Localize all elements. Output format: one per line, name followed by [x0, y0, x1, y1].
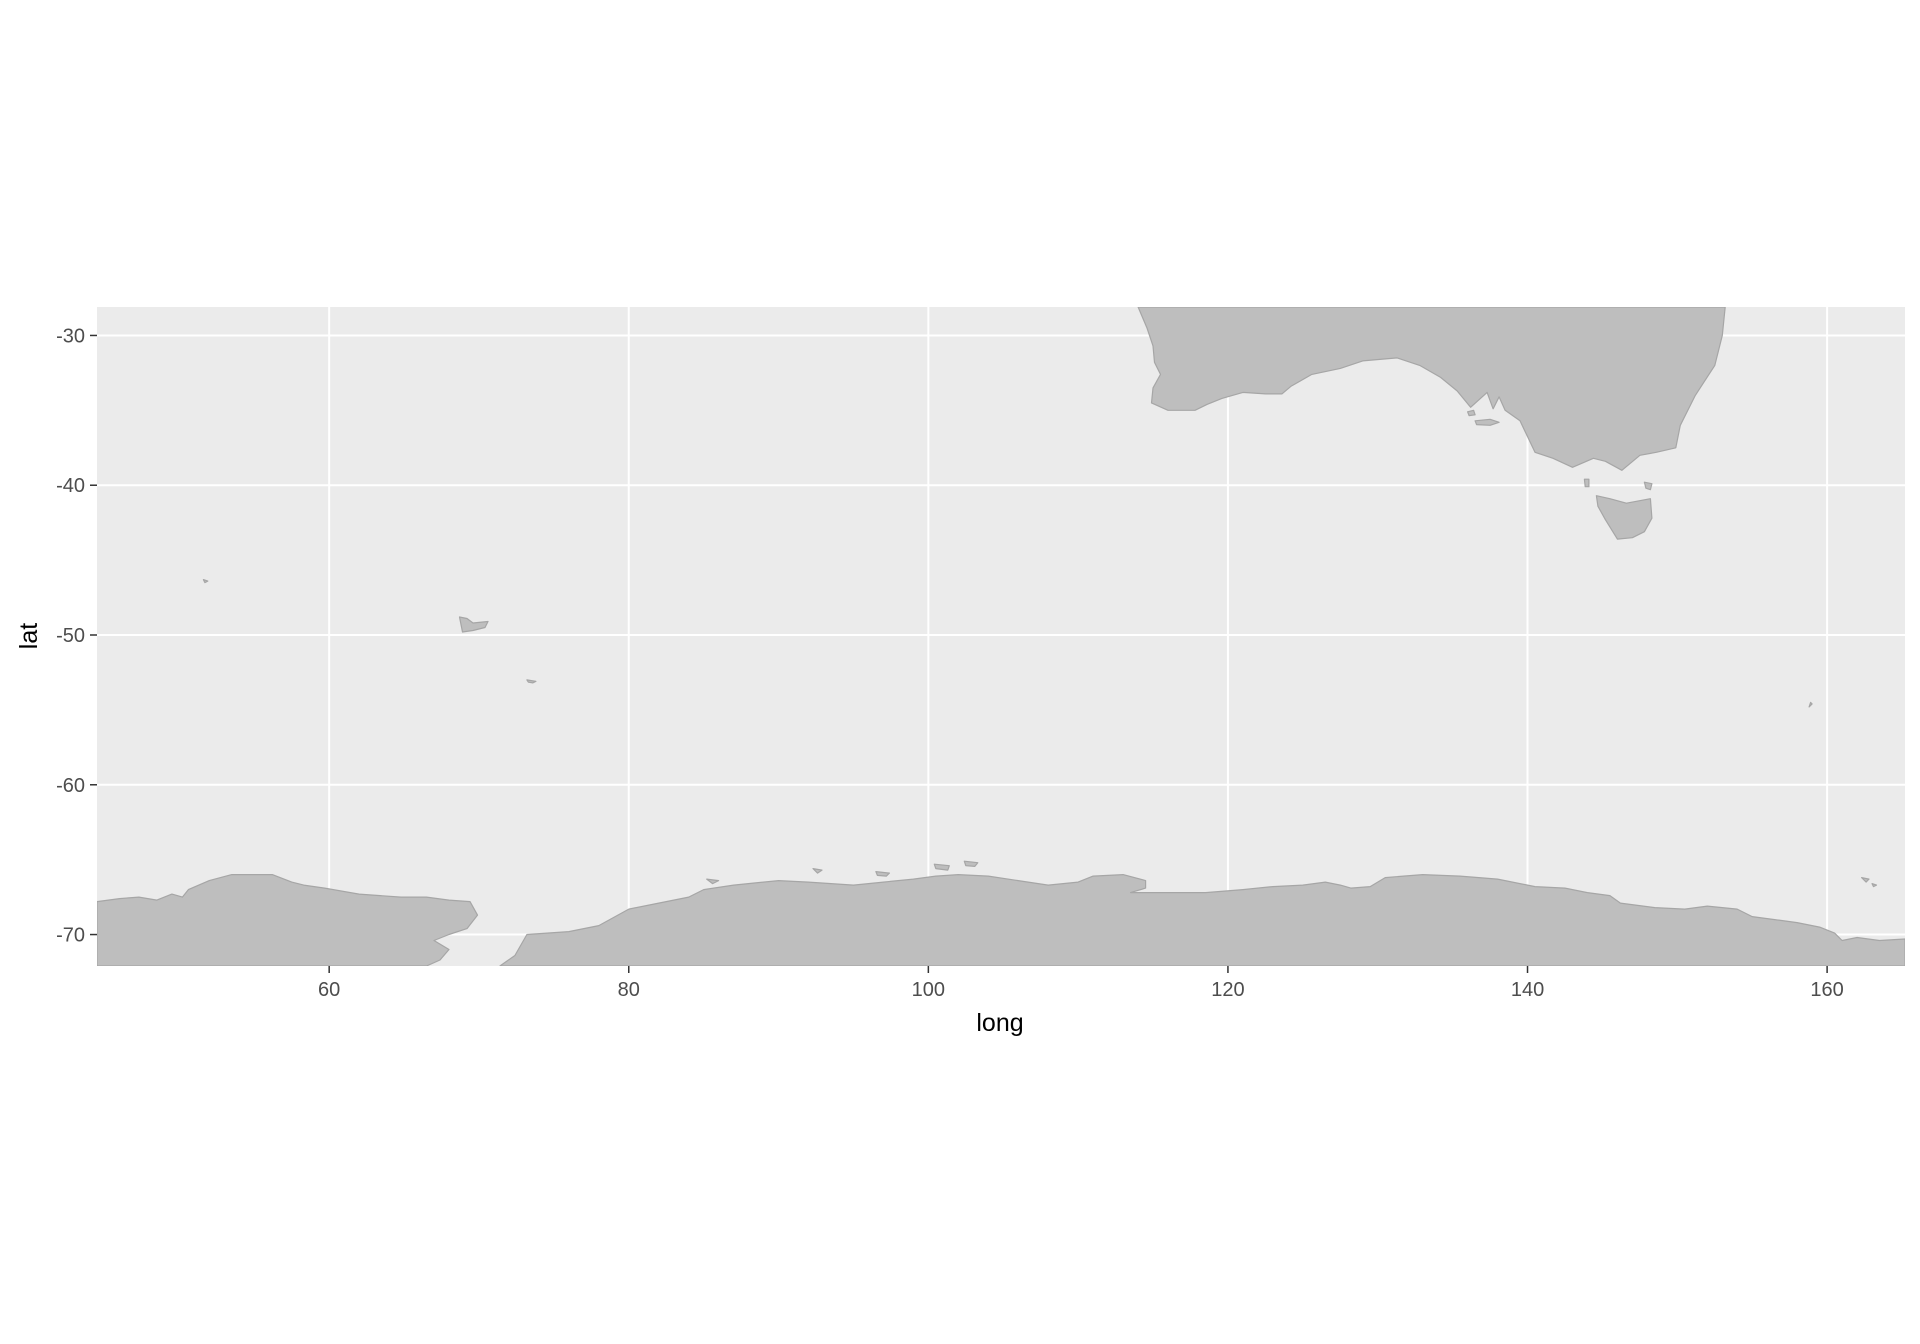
land-balleny-islet	[1871, 882, 1878, 888]
land-antarctica-east	[499, 873, 1905, 966]
land-heard-island	[526, 679, 537, 684]
land-coastal-islet-e	[706, 878, 720, 885]
land-layer	[97, 307, 1905, 966]
land-kerguelen-islands	[458, 616, 489, 633]
land-coastal-islet-c	[875, 870, 891, 877]
x-tick-label: 140	[1511, 979, 1544, 1001]
y-axis-title: lat	[15, 623, 43, 649]
land-flinders-island	[1643, 481, 1653, 491]
y-tick-label: -70	[56, 925, 85, 947]
x-tick-label: 120	[1211, 979, 1244, 1001]
land-coastal-islet-a	[963, 860, 979, 868]
x-axis-tick-labels: 60 80 100 120 140 160	[318, 979, 1844, 1001]
land-balleny-islands	[1860, 876, 1870, 883]
land-australia	[1137, 307, 1726, 471]
x-tick-label: 80	[618, 979, 640, 1001]
y-tick-label: -60	[56, 775, 85, 797]
axis-ticks	[90, 334, 1828, 973]
land-king-island	[1583, 478, 1590, 488]
land-kangaroo-island	[1474, 418, 1500, 426]
x-axis-title: long	[976, 1009, 1023, 1037]
land-coastal-islet-b	[933, 863, 950, 871]
land-coastal-islet-d	[812, 867, 823, 874]
x-tick-label: 60	[318, 979, 340, 1001]
land-antarctica-west	[97, 873, 479, 966]
land-tasmania	[1595, 495, 1653, 540]
land-eyre-peninsula-islet	[1466, 409, 1476, 417]
y-tick-label: -40	[56, 475, 85, 497]
y-axis-tick-labels: -30 -40 -50 -60 -70	[56, 325, 85, 946]
land-crozet-islet	[202, 578, 209, 584]
y-tick-label: -30	[56, 325, 85, 347]
x-tick-label: 100	[912, 979, 945, 1001]
y-tick-label: -50	[56, 625, 85, 647]
land-macquarie-island	[1808, 701, 1813, 708]
x-tick-label: 160	[1810, 979, 1843, 1001]
